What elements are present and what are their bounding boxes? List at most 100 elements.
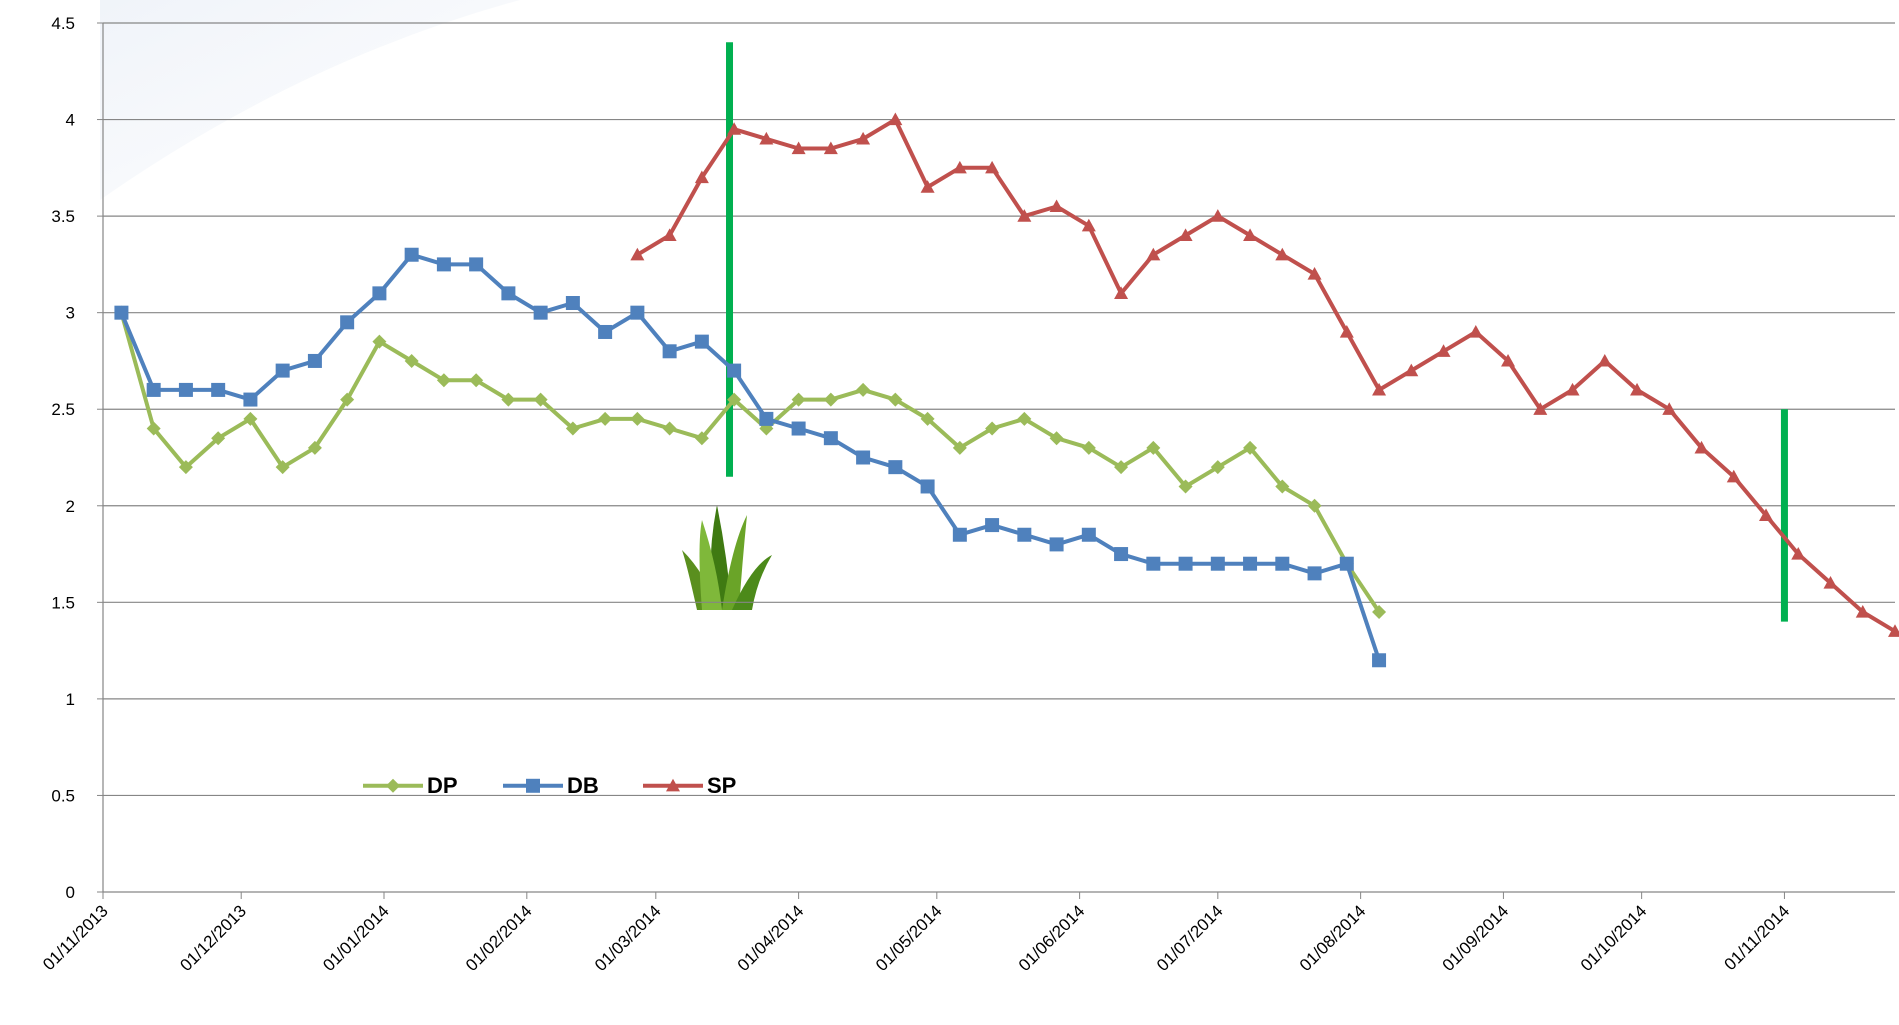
data-point — [1307, 566, 1322, 581]
data-point — [1114, 460, 1129, 475]
data-point — [1178, 479, 1193, 494]
data-point — [307, 440, 322, 455]
y-tick-label: 4.5 — [51, 14, 75, 33]
data-point — [533, 392, 548, 407]
data-point — [404, 247, 419, 262]
data-point — [727, 363, 742, 378]
data-point — [1081, 527, 1096, 542]
data-point — [501, 286, 516, 301]
data-point — [856, 382, 871, 397]
data-point — [1372, 653, 1387, 668]
data-point — [1372, 604, 1387, 619]
x-tick-label: 01/09/2014 — [1439, 901, 1513, 975]
data-point — [1468, 324, 1483, 338]
series-line — [119, 312, 1381, 614]
series-line — [636, 117, 1897, 634]
data-point — [759, 131, 774, 145]
data-point — [1243, 440, 1258, 455]
data-point — [694, 334, 709, 349]
x-tick-label: 01/12/2013 — [176, 901, 250, 975]
background-swoosh — [100, 0, 520, 200]
data-point — [1888, 624, 1899, 637]
data-point — [469, 373, 484, 388]
data-point — [694, 170, 709, 184]
data-point — [372, 334, 387, 349]
data-point — [1275, 556, 1290, 571]
data-point — [727, 122, 742, 135]
data-point — [1178, 556, 1193, 571]
data-point — [1049, 431, 1064, 446]
data-point — [985, 421, 1000, 436]
data-point — [178, 382, 193, 397]
data-point — [436, 257, 451, 272]
grass-icon — [682, 505, 772, 610]
data-point — [952, 160, 967, 174]
x-tick-label: 01/08/2014 — [1296, 901, 1370, 975]
data-point — [630, 411, 645, 426]
data-point — [791, 392, 806, 407]
data-point — [1210, 460, 1225, 475]
data-point — [985, 160, 1000, 174]
data-point — [565, 421, 580, 436]
x-tick-label: 01/10/2014 — [1577, 901, 1651, 975]
x-tick-label: 01/05/2014 — [872, 901, 946, 975]
data-point — [1243, 556, 1258, 571]
data-point — [1694, 440, 1709, 454]
data-point — [1662, 402, 1677, 415]
legend-marker — [386, 778, 400, 793]
data-point — [920, 411, 935, 426]
data-point — [1178, 228, 1193, 242]
legend-label: DP — [427, 773, 458, 798]
data-point — [340, 392, 355, 407]
x-tick-label: 01/11/2013 — [39, 901, 112, 974]
data-point — [823, 431, 838, 446]
data-point — [952, 440, 967, 455]
y-tick-label: 3 — [66, 304, 75, 323]
data-point — [146, 421, 161, 436]
data-point — [1372, 382, 1387, 396]
data-point — [1501, 353, 1516, 367]
data-point — [1081, 218, 1096, 232]
data-point — [823, 141, 838, 155]
data-point — [1726, 469, 1741, 483]
data-point — [533, 305, 548, 320]
data-point — [1597, 353, 1612, 367]
data-point — [1307, 267, 1322, 280]
y-tick-label: 3.5 — [51, 207, 75, 226]
data-point — [501, 392, 516, 407]
data-point — [791, 421, 806, 436]
legend-marker — [526, 778, 540, 793]
y-tick-label: 4 — [66, 111, 75, 130]
data-point — [211, 431, 226, 446]
data-point — [888, 392, 903, 407]
data-point — [1339, 324, 1354, 338]
data-point — [1210, 209, 1225, 222]
data-point — [630, 305, 645, 320]
data-point — [565, 296, 580, 311]
data-point — [791, 141, 806, 155]
data-point — [598, 411, 613, 426]
legend-label: SP — [707, 773, 736, 798]
data-point — [275, 363, 290, 378]
legend-marker — [666, 778, 680, 792]
data-point — [178, 460, 193, 475]
data-point — [1017, 411, 1032, 426]
data-point — [1017, 527, 1032, 542]
data-point — [694, 431, 709, 446]
data-point — [1114, 547, 1129, 562]
data-point — [1436, 344, 1451, 357]
x-tick-label: 01/06/2014 — [1015, 901, 1089, 975]
y-tick-label: 0 — [66, 883, 75, 902]
data-point — [727, 392, 742, 407]
data-point — [856, 450, 871, 465]
data-point — [243, 411, 258, 426]
data-point — [630, 247, 645, 261]
data-point — [662, 421, 677, 436]
data-point — [1146, 440, 1161, 455]
data-point — [920, 479, 935, 494]
data-point — [952, 527, 967, 542]
data-point — [436, 373, 451, 388]
series-line — [119, 252, 1381, 661]
data-point — [888, 112, 903, 126]
